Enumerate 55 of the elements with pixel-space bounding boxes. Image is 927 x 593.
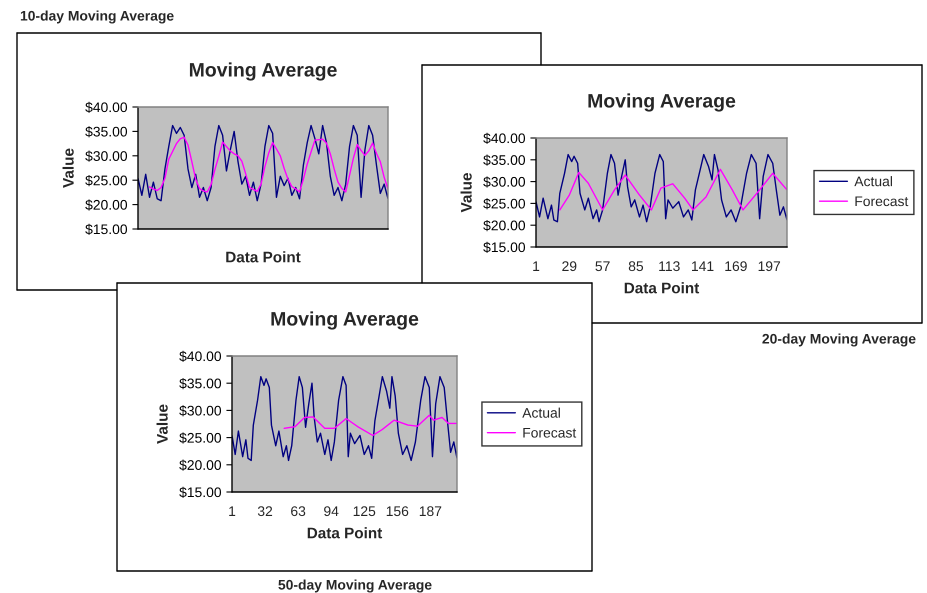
x-tick-label: 94 xyxy=(324,506,338,516)
y-axis-title: Value xyxy=(156,404,168,444)
y-tick-label: $25.00 xyxy=(483,198,526,210)
x-tick-label: 187 xyxy=(420,506,442,516)
y-tick-label: $20.00 xyxy=(483,220,526,232)
y-tick-label: $30.00 xyxy=(85,150,128,162)
y-tick-label: $30.00 xyxy=(483,176,526,188)
y-axis-title: Value xyxy=(62,148,74,188)
x-axis-title: Data Point xyxy=(624,282,700,294)
x-axis-title: Data Point xyxy=(308,527,382,538)
legend-label: Actual xyxy=(522,408,560,418)
x-tick-label: 85 xyxy=(628,261,644,272)
text: 20-day Moving Average xyxy=(762,333,916,347)
x-tick-label: 1 xyxy=(229,506,236,516)
chart-title: Moving Average xyxy=(190,62,337,81)
text: 10-day Moving Average xyxy=(20,10,174,24)
x-tick-label: 197 xyxy=(758,261,780,272)
y-tick-label: $15.00 xyxy=(483,242,526,253)
y-tick-label: $30.00 xyxy=(179,405,222,416)
y-tick-label: $40.00 xyxy=(179,350,222,362)
x-tick-label: 29 xyxy=(562,261,576,272)
legend-label: Forecast xyxy=(523,428,576,438)
y-tick-label: $20.00 xyxy=(179,460,222,471)
x-tick-label: 125 xyxy=(354,506,376,516)
y-tick-label: $35.00 xyxy=(85,126,128,138)
x-tick-label: 63 xyxy=(291,506,306,516)
y-tick-label: $35.00 xyxy=(483,154,526,166)
x-axis-title: Data Point xyxy=(226,251,301,262)
legend-label: Forecast xyxy=(855,196,908,206)
line-series xyxy=(232,376,457,462)
x-tick-label: 169 xyxy=(725,261,747,272)
y-tick-label: $25.00 xyxy=(179,432,222,444)
line-series xyxy=(138,124,388,202)
y-tick-label: $15.00 xyxy=(85,224,128,235)
y-tick-label: $20.00 xyxy=(85,199,128,211)
y-tick-label: $40.00 xyxy=(483,132,526,144)
legend-label: Actual xyxy=(854,176,892,186)
x-tick-label: 141 xyxy=(692,261,714,271)
y-tick-label: $25.00 xyxy=(85,174,128,186)
chart-title: Moving Average xyxy=(588,93,736,112)
line-series xyxy=(536,154,787,222)
y-tick-label: $35.00 xyxy=(179,378,222,390)
x-tick-label: 113 xyxy=(659,261,680,272)
y-tick-label: $40.00 xyxy=(85,102,128,113)
y-tick-label: $15.00 xyxy=(179,486,222,498)
line-series xyxy=(559,168,787,211)
chart-title: Moving Average xyxy=(271,311,418,330)
x-tick-label: 57 xyxy=(595,261,610,272)
y-axis-title: Value xyxy=(460,173,472,212)
x-tick-label: 1 xyxy=(533,261,540,271)
x-tick-label: 32 xyxy=(258,506,272,516)
line-series xyxy=(148,136,388,193)
text: 50-day Moving Average xyxy=(278,579,432,593)
x-tick-label: 156 xyxy=(386,506,408,516)
line-series xyxy=(284,414,457,436)
